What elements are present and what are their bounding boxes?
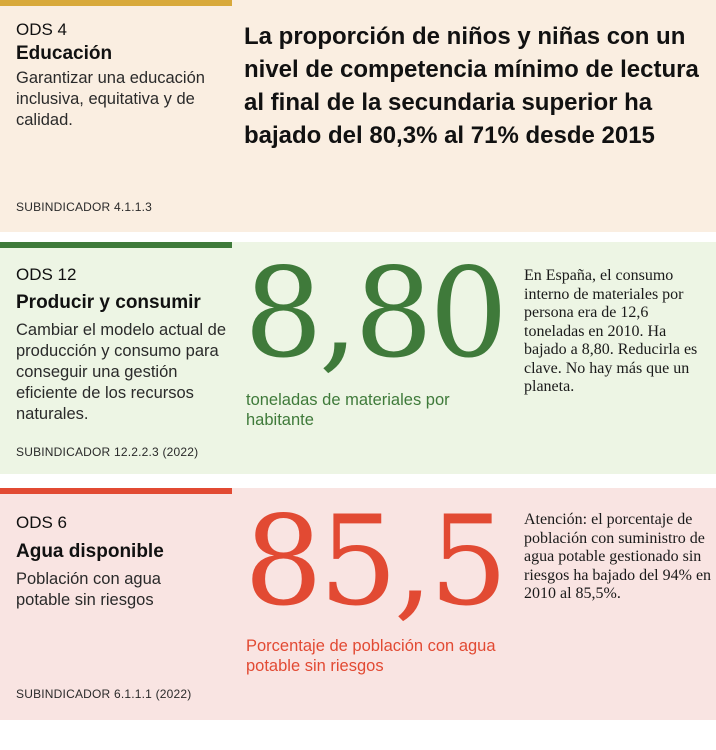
ods6-figure: 85,5 <box>244 490 508 634</box>
ods6-note: Atención: el porcentaje de población con… <box>524 511 712 602</box>
ods6-accent-bar <box>0 488 232 494</box>
ods4-accent-bar <box>0 0 232 6</box>
ods4-label: ODS 4 <box>16 20 68 39</box>
ods12-description: Cambiar el modelo actual de producción y… <box>16 321 227 423</box>
ods6-figure-caption: Porcentaje de población con agua potable… <box>246 637 496 675</box>
ods12-title: Producir y consumir <box>16 292 201 313</box>
ods6-description: Población con agua potable sin riesgos <box>16 570 161 609</box>
ods4-panel: ODS 4 Educación Garantizar una educación… <box>0 0 716 232</box>
ods12-subindicator: SUBINDICADOR 12.2.2.3 (2022) <box>16 445 199 459</box>
ods6-label: ODS 6 <box>16 513 68 532</box>
ods12-figure: 8,80 <box>244 242 508 386</box>
ods4-subindicator: SUBINDICADOR 4.1.1.3 <box>16 200 153 214</box>
ods12-label: ODS 12 <box>16 265 77 284</box>
ods4-headline: La proporción de niños y niñas con un ni… <box>244 23 699 149</box>
ods6-subindicator: SUBINDICADOR 6.1.1.1 (2022) <box>16 687 192 701</box>
ods12-accent-bar <box>0 242 232 248</box>
ods6-panel: ODS 6 Agua disponible Población con agua… <box>0 488 716 720</box>
ods12-panel: ODS 12 Producir y consumir Cambiar el mo… <box>0 242 716 474</box>
ods4-description: Garantizar una educación inclusiva, equi… <box>16 69 205 129</box>
ods6-title: Agua disponible <box>16 541 164 562</box>
ods4-title: Educación <box>16 43 113 64</box>
ods12-figure-caption: toneladas de materiales por habitante <box>246 391 450 429</box>
ods12-note: En España, el consumo interno de materia… <box>524 267 698 395</box>
